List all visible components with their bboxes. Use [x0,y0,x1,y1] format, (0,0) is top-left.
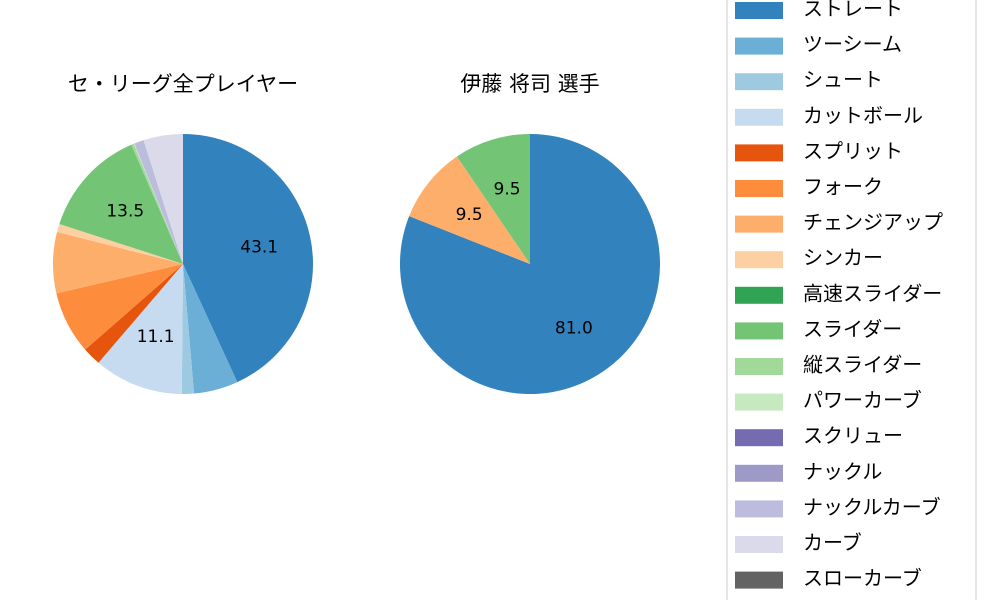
legend-swatch [735,322,783,340]
pie-slice [143,134,183,264]
pie-slice [183,134,313,383]
value-label: 81.0 [555,319,593,339]
legend-label: カーブ [803,531,862,555]
pie-slice [98,264,183,394]
value-label: 13.5 [106,202,144,222]
legend-swatch [735,2,783,19]
legend-label: スライダー [803,317,902,341]
legend-label: ストレート [803,0,903,21]
pie-slice [52,231,183,294]
legend-label: 縦スライダー [803,353,922,377]
chart-title: セ・リーグ全プレイヤー [68,72,298,96]
legend-swatch [735,144,783,162]
legend-swatch [735,393,783,411]
legend-label: ナックル [803,459,882,483]
legend-swatch [735,358,783,375]
legend-label: シンカー [803,246,883,270]
value-label: 43.1 [240,237,278,257]
value-label: 9.5 [456,205,483,225]
chart-title: 伊藤 将司 選手 [460,72,599,96]
pie-slice [181,264,195,394]
pie-slice [134,140,183,264]
legend-label: カットボール [803,103,923,127]
legend-swatch [735,37,783,55]
value-label: 9.5 [494,179,521,199]
legend-swatch [735,251,783,269]
pie-slice [57,223,184,264]
pie-slice [409,156,530,264]
legend-swatch [735,571,783,589]
legend-label: スプリット [803,139,903,163]
value-label: 11.1 [137,327,175,347]
legend-swatch [735,500,783,518]
pie-slice [56,264,184,350]
pie-slice [131,143,183,264]
legend-label: 高速スライダー [803,281,942,305]
legend-label: チェンジアップ [803,210,943,234]
pie-slice [85,264,183,363]
legend-swatch [735,180,783,197]
legend-swatch [735,215,783,233]
legend-swatch [735,286,783,304]
legend-label: ツーシーム [803,32,902,56]
legend-swatch [735,73,783,91]
pie-slice [133,143,183,264]
legend-label: スローカーブ [803,566,922,590]
legend-swatch [735,429,783,447]
pie-slice [456,134,530,264]
legend-swatch [735,108,783,126]
pie-slice [183,264,238,394]
legend-label: ナックルカーブ [803,495,941,519]
pie-slice [59,144,183,264]
legend-swatch [735,536,783,553]
legend-label: シュート [803,68,883,92]
legend-label: フォーク [803,175,883,199]
legend-label: スクリュー [803,424,903,448]
legend-swatch [735,464,783,482]
legend-label: パワーカーブ [803,388,922,412]
